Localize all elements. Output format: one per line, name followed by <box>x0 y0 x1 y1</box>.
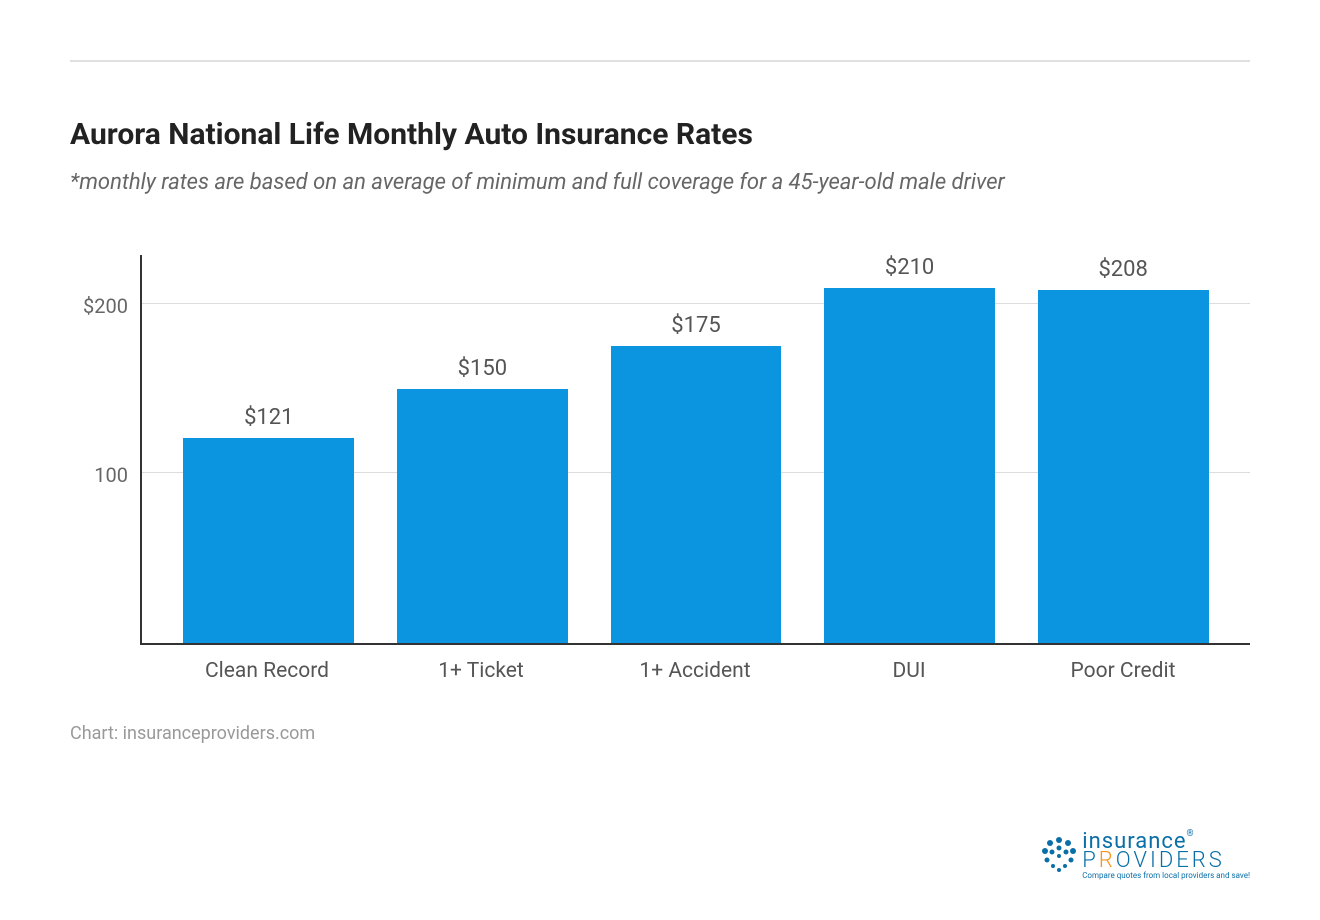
x-axis-labels: Clean Record1+ Ticket1+ AccidentDUIPoor … <box>140 645 1250 683</box>
bar <box>1038 290 1209 643</box>
bar <box>824 288 995 643</box>
bar-value-label: $208 <box>1098 257 1147 282</box>
bar-slot: $150 <box>376 255 590 643</box>
bar-value-label: $121 <box>244 405 293 430</box>
y-tick-label: $200 <box>83 294 128 318</box>
top-divider <box>70 60 1250 62</box>
chart-plot: $121 $150 $175 $210 $208 <box>140 255 1250 645</box>
chart-area: 100 $200 $121 $150 $175 $210 $208 <box>70 255 1250 645</box>
bar-value-label: $210 <box>885 255 934 280</box>
logo-text-providers: PROVIDERS <box>1082 848 1250 873</box>
x-axis-label: 1+ Accident <box>588 659 802 683</box>
chart-title: Aurora National Life Monthly Auto Insura… <box>70 117 1250 152</box>
bar <box>397 389 568 643</box>
chart-subtitle: *monthly rates are based on an average o… <box>70 170 1250 195</box>
bars-container: $121 $150 $175 $210 $208 <box>142 255 1250 643</box>
bar-value-label: $150 <box>458 356 507 381</box>
bar-slot: $208 <box>1016 255 1230 643</box>
chart-credit: Chart: insuranceproviders.com <box>70 723 1250 744</box>
bar-slot: $121 <box>162 255 376 643</box>
x-axis-label: Clean Record <box>160 659 374 683</box>
bar-slot: $175 <box>589 255 803 643</box>
bar <box>183 438 354 643</box>
y-axis: 100 $200 <box>70 255 140 645</box>
logo-dots-icon <box>1038 834 1080 876</box>
bar-slot: $210 <box>803 255 1017 643</box>
y-tick-label: 100 <box>94 463 128 487</box>
logo-tagline: Compare quotes from local providers and … <box>1082 871 1250 880</box>
bar-value-label: $175 <box>671 313 720 338</box>
bar <box>611 346 782 643</box>
brand-logo: insurance® PROVIDERS Compare quotes from… <box>1038 829 1250 880</box>
x-axis-label: 1+ Ticket <box>374 659 588 683</box>
x-axis-label: Poor Credit <box>1016 659 1230 683</box>
x-axis-label: DUI <box>802 659 1016 683</box>
